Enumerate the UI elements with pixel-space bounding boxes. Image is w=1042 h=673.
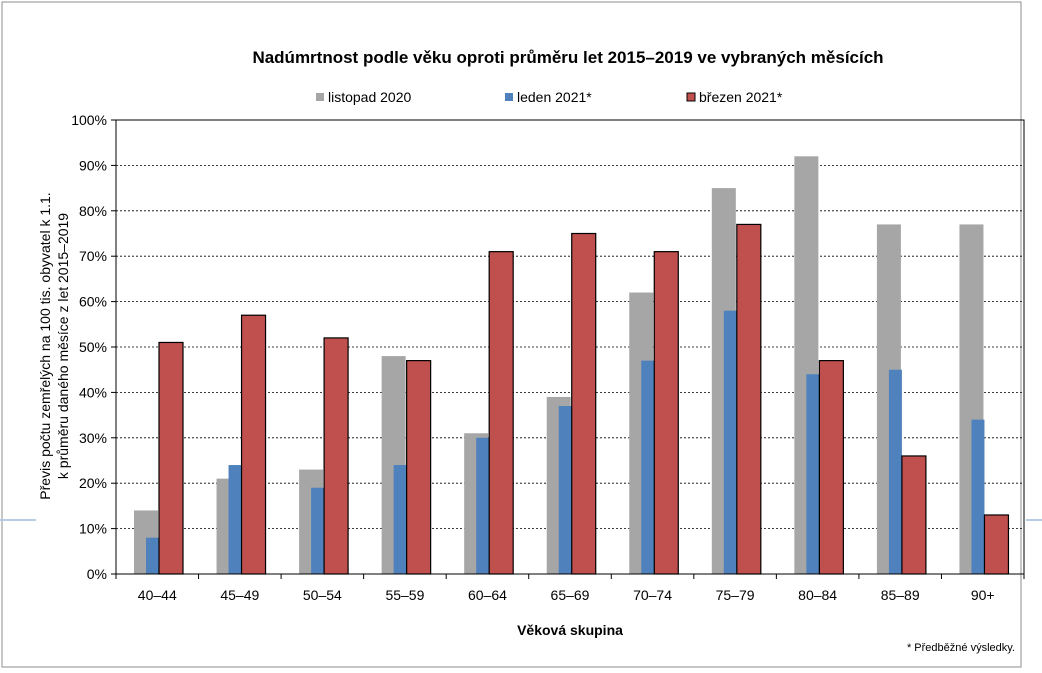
x-tick-label: 80–84 — [798, 587, 837, 603]
bar-leden-2021 — [393, 465, 407, 574]
bar-leden-2021 — [146, 537, 159, 574]
bar-leden-2021 — [476, 437, 490, 574]
bar-brezen-2021 — [653, 251, 679, 575]
bar-brezen-2021 — [323, 337, 349, 575]
x-tick-label: 90+ — [971, 587, 995, 603]
y-tick-label: 90% — [79, 157, 107, 173]
bar-brezen-2021 — [736, 223, 762, 575]
chart-title: Nadúmrtnost podle věku oproti průměru le… — [252, 48, 883, 67]
bar-leden-2021 — [971, 419, 985, 574]
y-tick-label: 40% — [79, 384, 107, 400]
bar-brezen-2021 — [406, 360, 432, 575]
x-tick-label: 65–69 — [551, 587, 590, 603]
bar-leden-2021 — [723, 310, 737, 574]
bar-leden-2021 — [228, 465, 242, 574]
y-tick-label: 10% — [79, 521, 107, 537]
y-tick-label: 30% — [79, 430, 107, 446]
x-tick-label: 50–54 — [303, 587, 342, 603]
footnote: * Předběžné výsledky. — [907, 642, 1015, 654]
legend-label: listopad 2020 — [328, 89, 412, 105]
bar-brezen-2021 — [983, 514, 1010, 575]
legend-label: leden 2021* — [517, 89, 592, 105]
bar-brezen-2021 — [488, 251, 514, 575]
y-axis-title-line-2: k průměru daného měsíce z let 2015–2019 — [55, 213, 71, 479]
y-tick-label: 20% — [79, 475, 107, 491]
y-tick-label: 60% — [79, 294, 107, 310]
bar-leden-2021 — [806, 374, 820, 574]
bar-leden-2021 — [311, 487, 325, 574]
y-tick-label: 0% — [87, 566, 107, 582]
bar-brezen-2021 — [240, 314, 267, 575]
axes — [111, 119, 1025, 579]
x-tick-label: 75–79 — [716, 587, 755, 603]
tick-labels: 0% 10% 20% 30% 40% 50% 60% 70% 80% 90% 100% 40–44 45… — [71, 112, 994, 603]
legend: listopad 2020 leden 2021* březen 2021* — [316, 89, 783, 105]
legend-swatch — [505, 93, 513, 101]
y-tick-label: 100% — [71, 112, 107, 128]
x-tick-label: 85–89 — [881, 587, 920, 603]
bar-brezen-2021 — [901, 455, 927, 575]
legend-swatch — [686, 92, 696, 102]
bar-leden-2021 — [641, 360, 655, 574]
bar-brezen-2021 — [818, 360, 844, 575]
bar-leden-2021 — [888, 369, 902, 574]
y-axis-title-line-1: Převis počtu zemřelých na 100 tis. obyva… — [37, 192, 53, 499]
bar-brezen-2021 — [158, 341, 184, 575]
x-tick-label: 55–59 — [385, 587, 424, 603]
legend-swatch — [316, 93, 324, 101]
x-tick-label: 40–44 — [138, 587, 177, 603]
bars — [134, 156, 1010, 575]
y-axis-title: Převis počtu zemřelých na 100 tis. obyva… — [37, 192, 71, 499]
y-tick-label: 80% — [79, 203, 107, 219]
y-tick-label: 70% — [79, 248, 107, 264]
y-tick-label: 50% — [79, 339, 107, 355]
bar-brezen-2021 — [571, 232, 597, 575]
x-axis-title: Věková skupina — [517, 622, 623, 638]
bar-leden-2021 — [558, 406, 572, 574]
plot-area-border — [115, 119, 1025, 575]
x-tick-label: 45–49 — [220, 587, 259, 603]
x-tick-label: 60–64 — [468, 587, 507, 603]
legend-label: březen 2021* — [699, 89, 783, 105]
x-tick-label: 70–74 — [633, 587, 672, 603]
